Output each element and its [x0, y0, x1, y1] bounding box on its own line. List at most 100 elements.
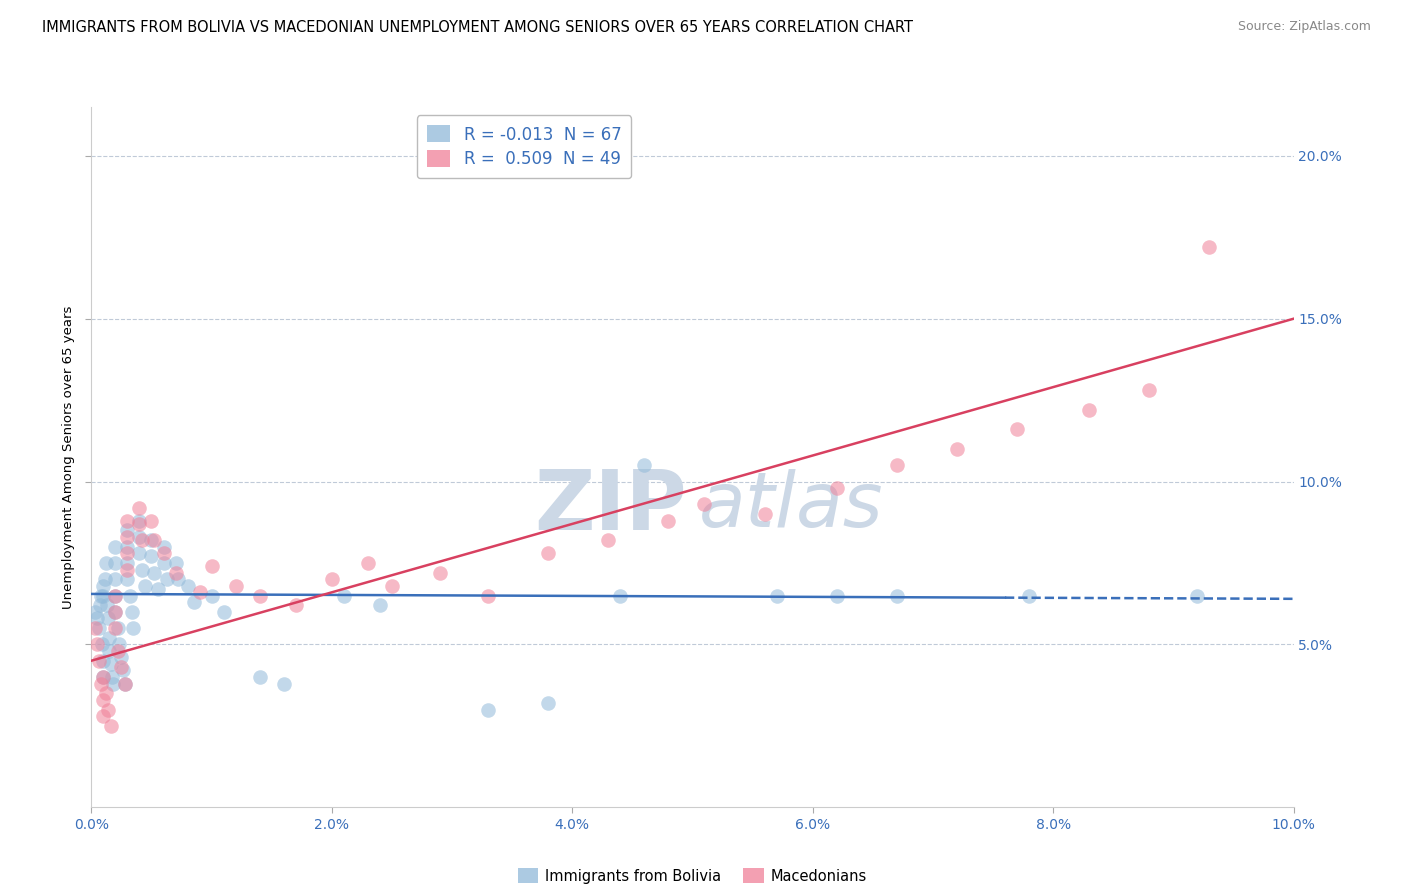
- Point: [97, 702, 120, 716]
- Point: [598, 533, 620, 548]
- Point: [765, 589, 787, 603]
- Point: [87, 621, 110, 635]
- Point: [104, 572, 127, 586]
- Point: [152, 546, 174, 560]
- Point: [225, 579, 247, 593]
- Point: [128, 500, 150, 515]
- Point: [134, 579, 156, 593]
- Point: [1137, 384, 1160, 398]
- Point: [93, 709, 115, 723]
- Point: [249, 670, 271, 684]
- Point: [201, 559, 224, 574]
- Point: [1005, 422, 1028, 436]
- Y-axis label: Unemployment Among Seniors over 65 years: Unemployment Among Seniors over 65 years: [62, 305, 75, 609]
- Point: [165, 566, 187, 580]
- Point: [86, 637, 108, 651]
- Point: [142, 566, 165, 580]
- Point: [131, 533, 153, 548]
- Point: [100, 719, 122, 733]
- Point: [91, 637, 114, 651]
- Point: [117, 556, 139, 570]
- Point: [128, 530, 150, 544]
- Point: [86, 611, 108, 625]
- Point: [107, 644, 129, 658]
- Point: [94, 556, 117, 570]
- Point: [98, 631, 121, 645]
- Point: [183, 595, 205, 609]
- Point: [117, 524, 139, 538]
- Point: [201, 589, 224, 603]
- Point: [141, 549, 163, 564]
- Point: [128, 546, 150, 560]
- Point: [165, 556, 187, 570]
- Text: Source: ZipAtlas.com: Source: ZipAtlas.com: [1237, 20, 1371, 33]
- Point: [825, 481, 848, 495]
- Point: [114, 676, 136, 690]
- Point: [117, 514, 139, 528]
- Point: [93, 572, 115, 586]
- Point: [104, 605, 127, 619]
- Point: [633, 458, 655, 473]
- Point: [90, 589, 112, 603]
- Point: [167, 572, 190, 586]
- Point: [98, 644, 121, 658]
- Point: [122, 621, 145, 635]
- Point: [141, 533, 163, 548]
- Point: [107, 621, 129, 635]
- Point: [142, 533, 165, 548]
- Point: [101, 676, 124, 690]
- Point: [146, 582, 169, 596]
- Point: [93, 654, 115, 668]
- Text: atlas: atlas: [699, 469, 883, 543]
- Point: [333, 589, 356, 603]
- Point: [152, 556, 174, 570]
- Point: [693, 497, 716, 511]
- Point: [93, 579, 115, 593]
- Point: [104, 556, 127, 570]
- Point: [84, 621, 107, 635]
- Point: [273, 676, 295, 690]
- Point: [87, 654, 110, 668]
- Point: [97, 611, 120, 625]
- Point: [609, 589, 631, 603]
- Point: [93, 670, 115, 684]
- Point: [101, 670, 124, 684]
- Point: [93, 693, 115, 707]
- Point: [104, 589, 127, 603]
- Point: [108, 637, 131, 651]
- Point: [104, 621, 127, 635]
- Point: [825, 589, 848, 603]
- Point: [118, 589, 141, 603]
- Point: [1187, 589, 1209, 603]
- Point: [93, 589, 115, 603]
- Point: [110, 660, 132, 674]
- Point: [128, 514, 150, 528]
- Point: [886, 458, 908, 473]
- Legend: Immigrants from Bolivia, Macedonians: Immigrants from Bolivia, Macedonians: [510, 861, 875, 891]
- Point: [188, 585, 211, 599]
- Point: [156, 572, 179, 586]
- Point: [357, 556, 380, 570]
- Text: IMMIGRANTS FROM BOLIVIA VS MACEDONIAN UNEMPLOYMENT AMONG SENIORS OVER 65 YEARS C: IMMIGRANTS FROM BOLIVIA VS MACEDONIAN UN…: [42, 20, 912, 35]
- Point: [114, 676, 136, 690]
- Point: [321, 572, 343, 586]
- Point: [537, 546, 560, 560]
- Point: [93, 670, 115, 684]
- Point: [94, 686, 117, 700]
- Point: [212, 605, 235, 619]
- Point: [754, 507, 776, 521]
- Point: [537, 696, 560, 710]
- Point: [477, 589, 499, 603]
- Point: [368, 599, 391, 613]
- Point: [381, 579, 404, 593]
- Point: [84, 605, 107, 619]
- Point: [657, 514, 679, 528]
- Point: [96, 599, 118, 613]
- Point: [117, 540, 139, 554]
- Point: [152, 540, 174, 554]
- Point: [117, 530, 139, 544]
- Point: [886, 589, 908, 603]
- Point: [141, 514, 163, 528]
- Point: [89, 599, 111, 613]
- Point: [117, 546, 139, 560]
